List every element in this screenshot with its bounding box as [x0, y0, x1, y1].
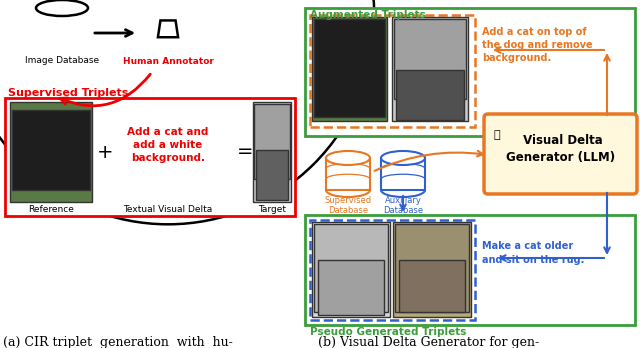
Bar	[310, 15, 475, 127]
Text: Image Database: Image Database	[25, 56, 99, 65]
Bar	[326, 158, 370, 190]
Bar	[12, 110, 90, 190]
Polygon shape	[158, 21, 178, 37]
Text: (a) CIR triplet  generation  with  hu-: (a) CIR triplet generation with hu-	[3, 336, 233, 348]
Bar	[256, 150, 288, 200]
Bar	[399, 260, 465, 312]
Text: Supervised
Database: Supervised Database	[324, 196, 372, 215]
Text: Textual Visual Delta: Textual Visual Delta	[124, 205, 212, 214]
Text: =: =	[237, 142, 253, 161]
Text: +: +	[97, 142, 113, 161]
Text: Human Annotator: Human Annotator	[123, 57, 213, 66]
Text: Augmented Triplets: Augmented Triplets	[310, 10, 426, 20]
Bar	[305, 215, 635, 325]
Ellipse shape	[36, 0, 88, 16]
Bar	[394, 19, 466, 99]
Bar	[5, 98, 295, 216]
Ellipse shape	[381, 151, 425, 165]
Text: (b) Visual Delta Generator for gen-: (b) Visual Delta Generator for gen-	[318, 336, 539, 348]
Text: Pseudo Generated Triplets: Pseudo Generated Triplets	[310, 327, 467, 337]
Bar	[10, 102, 92, 202]
Text: Add a cat on top of
the dog and remove
background.: Add a cat on top of the dog and remove b…	[482, 27, 593, 63]
Circle shape	[0, 0, 374, 224]
Bar	[314, 224, 388, 312]
Bar	[36, 8, 88, 48]
Bar	[312, 222, 390, 317]
Bar	[254, 104, 290, 179]
Bar	[395, 224, 469, 312]
Ellipse shape	[326, 151, 370, 165]
Bar	[310, 220, 475, 320]
Text: Auxiliary
Database: Auxiliary Database	[383, 196, 423, 215]
Bar	[314, 19, 385, 117]
Text: Reference: Reference	[28, 205, 74, 214]
Bar	[396, 70, 464, 120]
Text: 🤖: 🤖	[494, 130, 500, 140]
Bar	[381, 158, 425, 190]
FancyBboxPatch shape	[484, 114, 637, 194]
Bar	[312, 17, 387, 121]
Bar	[253, 102, 291, 202]
Text: Target: Target	[258, 205, 286, 214]
Bar	[305, 8, 635, 136]
Text: Add a cat and
add a white
background.: Add a cat and add a white background.	[127, 127, 209, 163]
Text: Visual Delta
Generator (LLM): Visual Delta Generator (LLM)	[506, 134, 616, 164]
Text: Supervised Triplets: Supervised Triplets	[8, 88, 129, 98]
Bar	[393, 222, 471, 317]
Bar	[392, 17, 468, 121]
Text: Make a cat older
and sit on the rug.: Make a cat older and sit on the rug.	[482, 242, 584, 264]
Bar	[318, 260, 384, 315]
